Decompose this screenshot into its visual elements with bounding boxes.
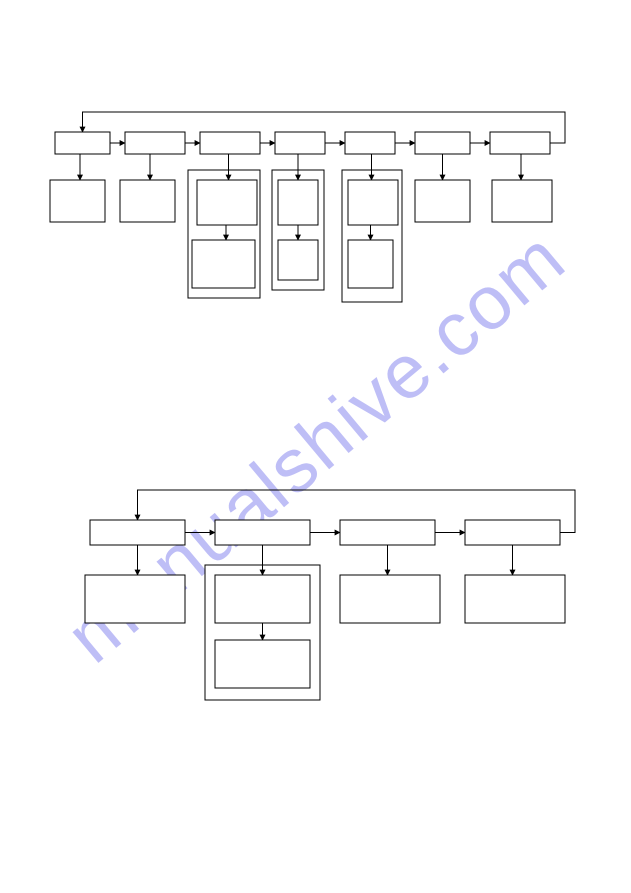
flowchart-node [278, 180, 318, 225]
flowchart-node [348, 240, 393, 288]
flowchart-node [85, 575, 185, 623]
flowchart-node [492, 180, 552, 222]
flowchart-node [348, 180, 398, 225]
flowchart-node [215, 575, 310, 623]
flowchart-node [465, 520, 560, 545]
flowchart-node [192, 240, 255, 288]
flowchart-node [345, 132, 395, 154]
flowchart-node [278, 240, 318, 280]
flowchart-node [120, 180, 175, 222]
flowchart-node [415, 180, 470, 222]
flowchart-node [340, 520, 435, 545]
flowchart-node [275, 132, 325, 154]
flowchart-node [215, 520, 310, 545]
flowchart-canvas [0, 0, 631, 893]
flowchart-node [125, 132, 185, 154]
flowchart-node [197, 180, 257, 225]
flowchart-node [215, 640, 310, 688]
flowchart-node [55, 132, 110, 154]
flowchart-node [490, 132, 550, 154]
flowchart-node [50, 180, 105, 222]
flowchart-node [200, 132, 260, 154]
flowchart-node [415, 132, 470, 154]
flowchart-node [90, 520, 185, 545]
flowchart-node [340, 575, 440, 623]
flowchart-node [465, 575, 565, 623]
